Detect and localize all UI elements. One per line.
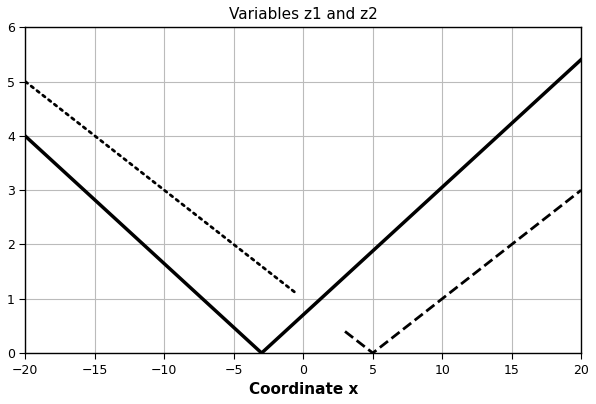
Title: Variables z1 and z2: Variables z1 and z2 [229,7,378,22]
X-axis label: Coordinate x: Coordinate x [249,382,358,397]
